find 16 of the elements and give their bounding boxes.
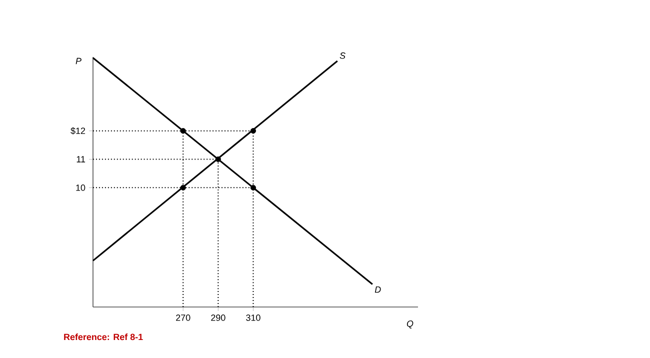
y-tick-label: $12 bbox=[70, 127, 86, 134]
point bbox=[250, 128, 256, 134]
y-tick-label: 10 bbox=[76, 184, 86, 191]
series-label: S bbox=[340, 52, 346, 59]
point bbox=[180, 128, 186, 134]
text: Reference: Ref 8-1 bbox=[64, 334, 143, 340]
y-tick-label: 11 bbox=[76, 156, 86, 162]
x-tick-label: 310 bbox=[246, 314, 260, 321]
y-axis-title: P bbox=[76, 58, 82, 64]
x-tick-label: 270 bbox=[176, 314, 190, 321]
x-axis-title: Q bbox=[406, 320, 414, 328]
series-label: D bbox=[374, 286, 381, 293]
point bbox=[215, 156, 221, 162]
point bbox=[180, 184, 186, 190]
x-tick-label: 290 bbox=[211, 314, 226, 321]
point bbox=[250, 184, 256, 190]
